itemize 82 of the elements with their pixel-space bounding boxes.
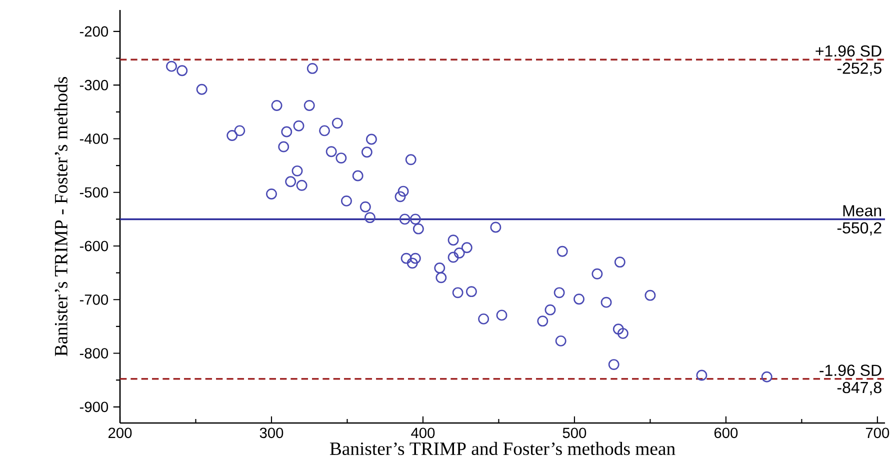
point [448, 234, 459, 246]
point [405, 154, 416, 166]
x-axis-title: Banister’s TRIMP and Foster’s methods mean [330, 442, 676, 456]
point [461, 242, 472, 254]
point [406, 258, 418, 269]
point [490, 222, 502, 233]
point [336, 152, 347, 164]
y-tick-label: -900 [80, 402, 108, 412]
point [319, 125, 330, 136]
point [608, 359, 620, 370]
point [285, 176, 296, 188]
y-tick-label: -200 [80, 26, 108, 37]
point [306, 62, 318, 74]
point [361, 146, 372, 158]
annotation: -252,5 [837, 62, 882, 76]
annotation: -847,8 [837, 382, 882, 396]
point [166, 60, 177, 72]
x-tick-label: 600 [714, 428, 738, 438]
point [293, 120, 304, 132]
ref-line-label: Mean [843, 205, 882, 216]
point [366, 134, 377, 145]
x-tick-label: 500 [562, 428, 586, 438]
point [400, 252, 412, 264]
point [617, 328, 628, 339]
point [226, 130, 238, 141]
point [281, 126, 292, 138]
y-tick-label: -800 [80, 348, 108, 358]
y-axis-title: Banister’s TRIMP - Foster’s methods [54, 77, 68, 356]
point [544, 304, 556, 316]
point [478, 313, 490, 324]
point [412, 223, 424, 234]
ref-line-label: -1.96 SD [820, 364, 882, 376]
point [394, 191, 406, 202]
point [266, 188, 277, 200]
point [360, 201, 371, 212]
point [600, 296, 612, 308]
y-tick-label: -600 [80, 240, 108, 252]
point [555, 335, 566, 346]
point [296, 180, 308, 191]
point [614, 256, 626, 268]
point [556, 246, 568, 257]
point [466, 286, 477, 298]
point [352, 170, 364, 182]
point [292, 165, 303, 176]
point [332, 118, 343, 129]
annotation: -550,2 [837, 222, 882, 236]
point [196, 84, 208, 95]
x-tick-label: 300 [260, 428, 284, 438]
x-tick-label: 400 [411, 428, 435, 438]
point [271, 100, 282, 111]
y-tick-label: -700 [80, 294, 108, 305]
x-tick-label: 200 [108, 428, 132, 438]
point [592, 268, 603, 280]
point [410, 214, 421, 225]
y-tick-label: -500 [80, 187, 108, 198]
point [341, 195, 352, 206]
point [537, 316, 548, 327]
point [612, 324, 624, 335]
point [434, 262, 446, 274]
point [399, 214, 410, 225]
point [496, 310, 508, 321]
y-tick-label: -300 [80, 80, 108, 90]
y-tick-label: -400 [80, 134, 108, 144]
point [452, 287, 464, 298]
point [454, 248, 465, 258]
point [436, 272, 447, 284]
point [644, 290, 656, 301]
point [574, 294, 584, 305]
point [364, 212, 376, 224]
ref-line-label: +1.96 SD [816, 45, 882, 57]
point [696, 370, 708, 381]
point [304, 100, 315, 111]
point [761, 371, 772, 382]
point [554, 287, 565, 298]
point [448, 252, 459, 263]
point [176, 65, 188, 76]
x-tick-label: 700 [866, 428, 890, 438]
point [278, 141, 290, 152]
point [410, 252, 421, 264]
point [326, 146, 337, 158]
point [398, 186, 409, 197]
point [234, 125, 246, 136]
